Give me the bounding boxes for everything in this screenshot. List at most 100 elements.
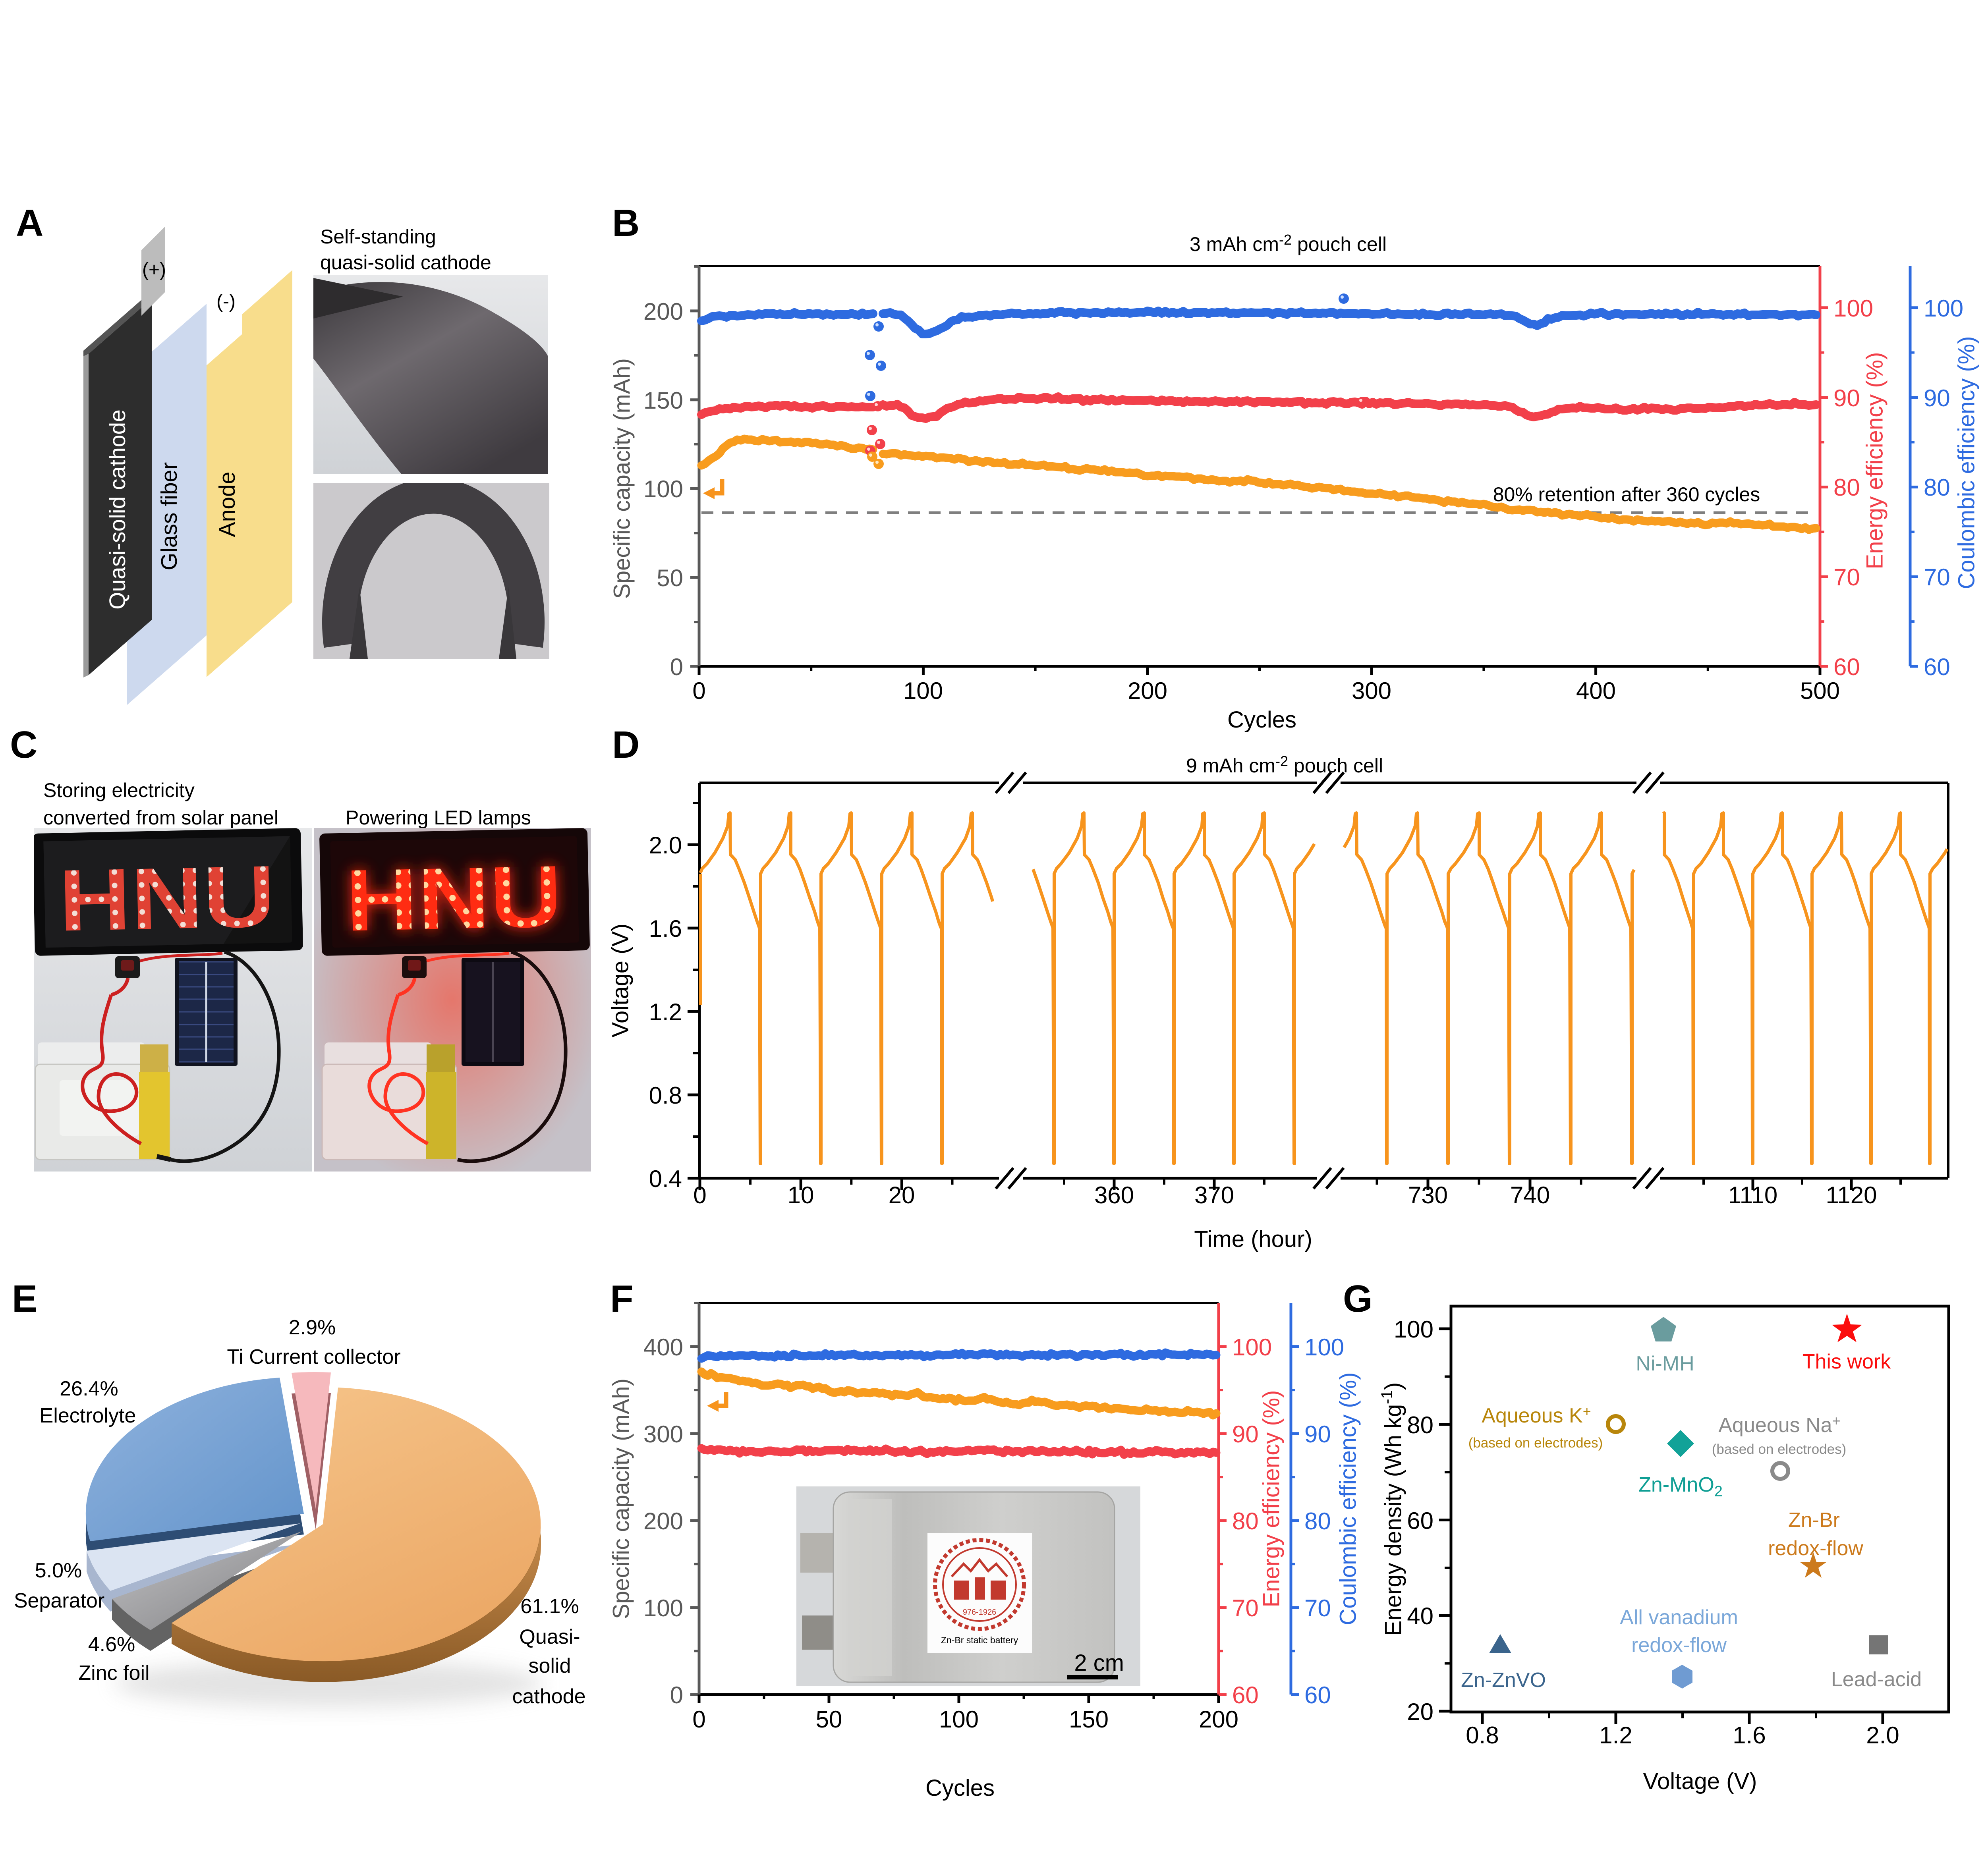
svg-text:20: 20: [889, 1182, 915, 1208]
svg-text:100: 100: [1924, 295, 1963, 322]
svg-text:C: C: [10, 724, 37, 766]
svg-text:300: 300: [643, 1421, 683, 1448]
svg-text:400: 400: [643, 1334, 683, 1361]
svg-text:quasi-solid cathode: quasi-solid cathode: [320, 251, 491, 274]
svg-text:100: 100: [1232, 1334, 1272, 1361]
svg-text:(-): (-): [216, 291, 236, 312]
svg-text:3 mAh cm-2 pouch cell: 3 mAh cm-2 pouch cell: [1190, 232, 1387, 255]
svg-text:F: F: [610, 1278, 634, 1320]
svg-text:90: 90: [1924, 385, 1950, 411]
svg-text:Glass fiber: Glass fiber: [156, 462, 182, 570]
svg-text:cathode: cathode: [512, 1685, 585, 1708]
svg-text:Electrolyte: Electrolyte: [40, 1404, 136, 1427]
svg-text:HNU: HNU: [344, 847, 563, 949]
svg-text:60: 60: [1407, 1507, 1433, 1534]
svg-text:200: 200: [643, 1508, 683, 1534]
svg-text:Ni-MH: Ni-MH: [1636, 1352, 1694, 1375]
svg-text:70: 70: [1833, 564, 1860, 591]
svg-text:Cycles: Cycles: [1227, 707, 1296, 733]
svg-text:Coulombic efficiency (%): Coulombic efficiency (%): [1953, 336, 1979, 589]
svg-text:1.6: 1.6: [1733, 1722, 1766, 1749]
svg-text:50: 50: [816, 1706, 842, 1733]
svg-text:9 mAh cm-2 pouch cell: 9 mAh cm-2 pouch cell: [1186, 753, 1383, 777]
svg-text:200: 200: [1128, 677, 1167, 704]
svg-text:730: 730: [1408, 1182, 1448, 1208]
svg-text:100: 100: [1833, 295, 1873, 322]
svg-text:Energy efficiency (%): Energy efficiency (%): [1862, 352, 1887, 569]
svg-text:100: 100: [1394, 1316, 1433, 1343]
svg-text:60: 60: [1924, 654, 1950, 680]
svg-text:D: D: [612, 724, 639, 766]
svg-text:Voltage (V): Voltage (V): [1643, 1768, 1757, 1794]
svg-text:200: 200: [1199, 1706, 1238, 1733]
svg-text:5.0%: 5.0%: [35, 1559, 82, 1582]
svg-text:300: 300: [1352, 677, 1391, 704]
svg-text:Specific capacity (mAh): Specific capacity (mAh): [608, 1378, 634, 1619]
svg-text:1120: 1120: [1826, 1182, 1877, 1208]
svg-text:0: 0: [692, 677, 705, 704]
svg-text:70: 70: [1924, 564, 1950, 591]
svg-text:976-1926: 976-1926: [963, 1608, 997, 1617]
svg-text:80: 80: [1232, 1508, 1259, 1534]
svg-text:90: 90: [1232, 1421, 1259, 1448]
svg-text:Zn-ZnVO: Zn-ZnVO: [1461, 1669, 1546, 1692]
svg-text:80: 80: [1924, 474, 1950, 501]
svg-text:redox-flow: redox-flow: [1768, 1537, 1863, 1560]
svg-text:0: 0: [693, 1182, 706, 1208]
svg-text:0.4: 0.4: [649, 1166, 682, 1192]
svg-text:HNU: HNU: [58, 847, 276, 949]
svg-text:2.0: 2.0: [649, 832, 682, 859]
svg-text:(based on electrodes): (based on electrodes): [1468, 1435, 1603, 1451]
svg-text:All vanadium: All vanadium: [1620, 1606, 1738, 1629]
svg-text:Cycles: Cycles: [925, 1775, 995, 1801]
svg-text:Zn-Br static battery: Zn-Br static battery: [941, 1635, 1018, 1645]
svg-text:Zinc foil: Zinc foil: [78, 1662, 149, 1685]
svg-text:0.8: 0.8: [649, 1082, 682, 1109]
svg-text:Specific capacity (mAh): Specific capacity (mAh): [609, 358, 635, 599]
svg-text:Aqueous Na+: Aqueous Na+: [1718, 1413, 1840, 1437]
svg-text:100: 100: [903, 677, 943, 704]
svg-text:Energy efficiency (%): Energy efficiency (%): [1258, 1390, 1284, 1608]
svg-text:2.9%: 2.9%: [289, 1316, 336, 1339]
svg-text:740: 740: [1510, 1182, 1550, 1208]
svg-text:80% retention after 360 cycle: 80% retention after 360 cycles: [1493, 483, 1760, 506]
svg-text:Powering LED lamps: Powering LED lamps: [346, 807, 531, 829]
svg-text:500: 500: [1800, 677, 1840, 704]
svg-text:61.1%: 61.1%: [520, 1595, 579, 1618]
svg-text:2.0: 2.0: [1866, 1722, 1899, 1749]
svg-text:40: 40: [1407, 1603, 1433, 1629]
svg-text:Coulombic efficiency (%): Coulombic efficiency (%): [1335, 1372, 1361, 1625]
svg-text:Energy density (Wh kg-1): Energy density (Wh kg-1): [1378, 1382, 1406, 1636]
svg-text:150: 150: [643, 387, 683, 414]
svg-text:50: 50: [657, 565, 683, 591]
svg-text:Self-standing: Self-standing: [320, 226, 436, 248]
svg-text:200: 200: [643, 298, 683, 325]
svg-text:Zn-Br: Zn-Br: [1788, 1509, 1840, 1532]
svg-text:1110: 1110: [1728, 1182, 1778, 1208]
svg-text:(+): (+): [142, 259, 166, 280]
svg-text:100: 100: [939, 1706, 979, 1733]
svg-text:70: 70: [1304, 1595, 1331, 1621]
svg-text:0.8: 0.8: [1466, 1722, 1499, 1749]
svg-text:70: 70: [1232, 1595, 1259, 1621]
svg-text:400: 400: [1576, 677, 1616, 704]
svg-text:80: 80: [1304, 1508, 1331, 1534]
svg-text:(based on electrodes): (based on electrodes): [1712, 1442, 1847, 1457]
svg-text:HNU: HNU: [344, 847, 563, 949]
svg-text:2 cm: 2 cm: [1074, 1650, 1124, 1676]
svg-text:60: 60: [1833, 654, 1860, 680]
svg-text:0: 0: [692, 1706, 705, 1733]
svg-text:0: 0: [670, 654, 683, 680]
svg-text:Separator: Separator: [14, 1589, 104, 1612]
svg-text:G: G: [1343, 1278, 1373, 1320]
svg-text:Aqueous K+: Aqueous K+: [1482, 1403, 1591, 1427]
svg-text:converted from solar panel: converted from solar panel: [43, 807, 278, 829]
svg-text:4.6%: 4.6%: [88, 1633, 135, 1656]
svg-text:1.2: 1.2: [1599, 1722, 1632, 1749]
svg-text:Anode: Anode: [214, 472, 240, 537]
svg-text:Time (hour): Time (hour): [1194, 1226, 1312, 1252]
svg-text:Storing electricity: Storing electricity: [43, 779, 195, 801]
svg-text:0: 0: [670, 1682, 683, 1708]
svg-text:10: 10: [788, 1182, 814, 1208]
svg-text:1.6: 1.6: [649, 915, 682, 942]
